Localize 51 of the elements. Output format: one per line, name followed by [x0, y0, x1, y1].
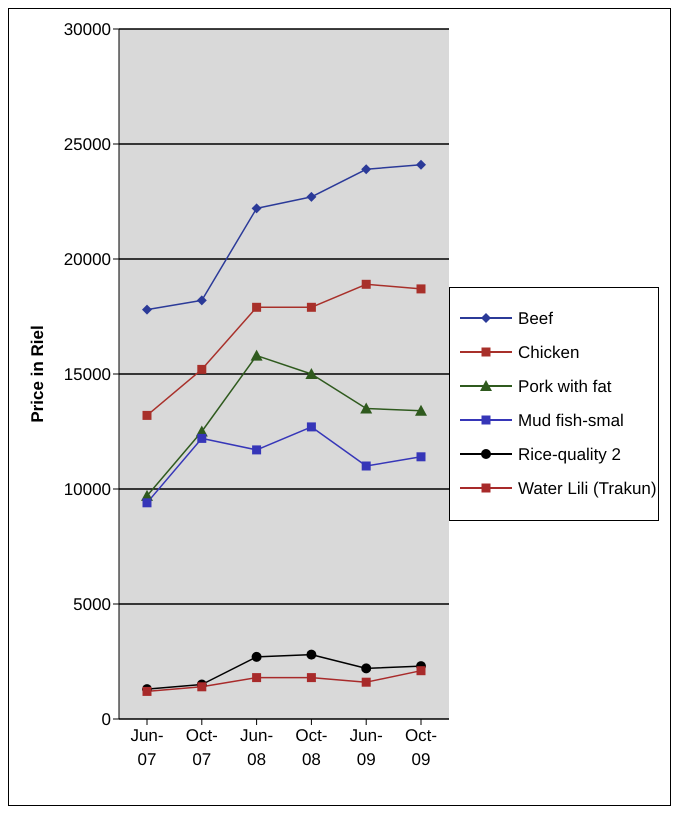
- point: [142, 410, 152, 420]
- x-tick-label: Oct-08: [295, 726, 328, 769]
- y-tick-label: 0: [102, 710, 111, 730]
- legend-label: Mud fish-smal: [518, 410, 624, 432]
- point: [252, 445, 262, 454]
- point: [142, 304, 152, 315]
- point: [361, 663, 372, 674]
- y-tick-label: 20000: [64, 250, 111, 270]
- point: [252, 652, 262, 662]
- point: [416, 284, 426, 294]
- point: [415, 404, 427, 416]
- point: [361, 164, 372, 174]
- x-tick-label: Jun-09: [350, 726, 383, 769]
- y-tick-label: 25000: [64, 135, 111, 154]
- x-tick-label: Jun-08: [240, 726, 274, 769]
- point: [250, 350, 263, 361]
- point: [306, 422, 316, 432]
- y-tick-label: 10000: [64, 480, 111, 500]
- x-tick-label: Oct-07: [186, 726, 218, 769]
- legend-label: Rice-quality 2: [518, 444, 621, 466]
- point: [306, 302, 316, 312]
- point: [252, 302, 262, 312]
- legend-label: Chicken: [518, 342, 580, 364]
- point: [306, 673, 316, 682]
- point: [252, 673, 262, 682]
- point: [416, 452, 426, 462]
- x-tick-label: Oct-09: [404, 726, 438, 769]
- legend-label: Pork with fat: [518, 376, 612, 398]
- legend-label: Water Lili (Trakun): [518, 478, 657, 500]
- point: [416, 160, 426, 170]
- point: [196, 295, 207, 306]
- legend-label: Beef: [518, 308, 553, 330]
- point: [360, 402, 372, 414]
- point: [305, 368, 318, 379]
- y-tick-label: 30000: [64, 20, 111, 40]
- point: [362, 678, 371, 687]
- point: [252, 203, 262, 214]
- point: [306, 650, 316, 660]
- point: [197, 364, 206, 374]
- y-tick-label: 15000: [64, 365, 111, 384]
- y-axis-title: Price in Riel: [28, 325, 48, 423]
- point: [362, 280, 371, 289]
- point: [362, 462, 371, 470]
- point: [416, 666, 426, 676]
- point: [142, 498, 152, 508]
- x-tick-label: Jun-07: [130, 726, 164, 769]
- point: [197, 682, 206, 692]
- point: [306, 192, 316, 202]
- point: [197, 434, 206, 443]
- y-tick-label: 5000: [73, 595, 111, 614]
- point: [142, 686, 152, 696]
